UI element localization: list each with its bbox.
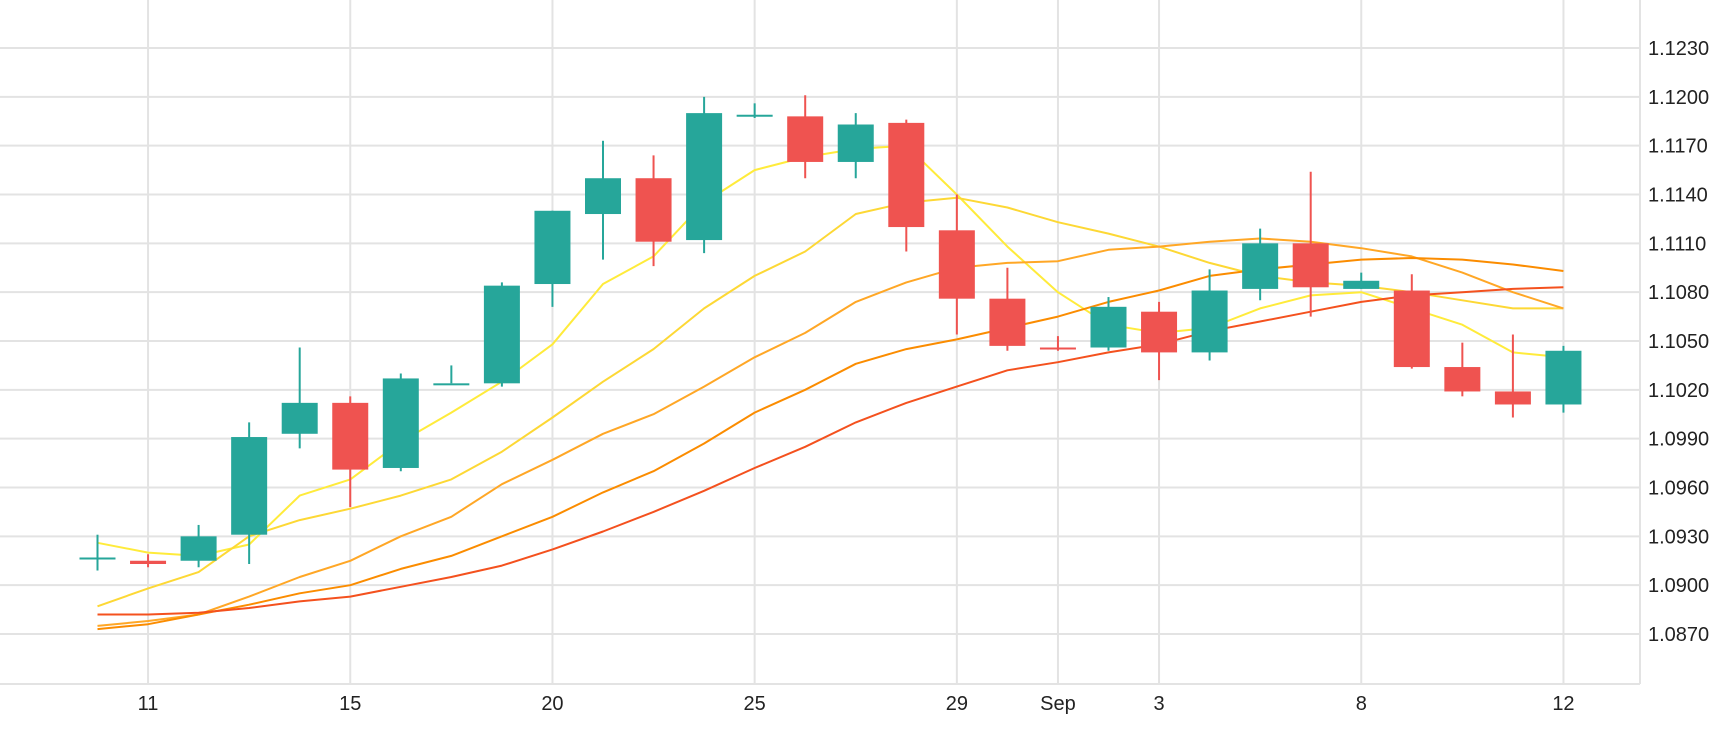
candle-body-down bbox=[332, 402, 369, 470]
candle bbox=[180, 524, 217, 568]
candle-body-down bbox=[130, 560, 167, 565]
candle-body-down bbox=[1494, 391, 1531, 405]
x-axis: 11 15 20 25 29 Sep 3 8 12 bbox=[138, 693, 1575, 715]
candle-body-up bbox=[1545, 350, 1582, 405]
candle bbox=[281, 347, 318, 449]
candle-body-down bbox=[1444, 367, 1481, 392]
candle bbox=[787, 95, 824, 179]
candle-body-up bbox=[1242, 243, 1279, 289]
candle bbox=[1444, 342, 1481, 397]
candle-body-up bbox=[180, 536, 217, 561]
candle bbox=[433, 365, 470, 386]
candle bbox=[534, 210, 571, 307]
candle bbox=[231, 422, 268, 565]
candle bbox=[1191, 269, 1228, 361]
candle-body-down bbox=[989, 298, 1026, 346]
candle-body-down bbox=[635, 178, 672, 242]
candle bbox=[382, 373, 419, 472]
candle-body-up bbox=[231, 437, 268, 535]
y-tick-label: 1.0960 bbox=[1648, 478, 1709, 500]
moving-average-line-1 bbox=[97, 144, 1564, 557]
candle bbox=[483, 282, 520, 387]
y-tick-label: 1.1230 bbox=[1648, 38, 1709, 60]
candle-body-down bbox=[1039, 347, 1076, 350]
candle-body-up bbox=[837, 124, 874, 162]
candle bbox=[837, 113, 874, 179]
y-tick-label: 1.1170 bbox=[1648, 136, 1708, 158]
moving-average-line-3 bbox=[97, 237, 1564, 627]
x-tick-label: 12 bbox=[1552, 693, 1574, 715]
x-tick-label: 8 bbox=[1356, 693, 1367, 715]
y-tick-label: 1.0900 bbox=[1648, 575, 1709, 597]
y-tick-label: 1.0990 bbox=[1648, 429, 1709, 451]
candle-body-up bbox=[433, 383, 470, 386]
candle bbox=[79, 534, 116, 571]
y-tick-label: 1.1020 bbox=[1648, 380, 1709, 402]
candle bbox=[686, 96, 723, 254]
candle-body-up bbox=[79, 557, 116, 560]
candle-body-up bbox=[483, 285, 520, 384]
y-tick-label: 1.1200 bbox=[1648, 87, 1709, 109]
moving-average-line-2 bbox=[97, 196, 1564, 608]
moving-average-line-5 bbox=[97, 286, 1564, 616]
candle-body-up bbox=[686, 113, 723, 241]
candle bbox=[332, 396, 369, 508]
x-tick-label: 11 bbox=[138, 693, 159, 715]
candle-body-up bbox=[534, 210, 571, 285]
candle bbox=[1141, 301, 1178, 381]
moving-average-layer bbox=[97, 144, 1564, 631]
candle-body-down bbox=[787, 116, 824, 162]
x-tick-label: Sep bbox=[1040, 693, 1076, 715]
moving-average-line-4 bbox=[97, 257, 1564, 631]
y-tick-label: 1.1140 bbox=[1648, 185, 1708, 207]
candle-body-up bbox=[1090, 306, 1127, 348]
candle bbox=[736, 103, 773, 118]
candle bbox=[1545, 345, 1582, 413]
candle-body-up bbox=[1191, 290, 1228, 353]
grid-layer bbox=[0, 0, 1641, 685]
candle bbox=[1343, 272, 1380, 289]
candle-body-down bbox=[1393, 290, 1430, 368]
candle bbox=[635, 155, 672, 267]
y-tick-label: 1.1050 bbox=[1648, 331, 1709, 353]
candle bbox=[1393, 274, 1430, 369]
x-tick-label: 15 bbox=[339, 693, 361, 715]
candle bbox=[1039, 336, 1076, 351]
y-tick-label: 1.0870 bbox=[1648, 624, 1709, 646]
x-tick-label: 20 bbox=[541, 693, 563, 715]
candle bbox=[130, 554, 167, 568]
candle-body-up bbox=[1343, 280, 1380, 289]
candle bbox=[989, 267, 1026, 351]
candle-body-up bbox=[736, 114, 773, 117]
y-axis: 1.0870 1.0900 1.0930 1.0960 1.0990 1.1020 1.10… bbox=[1648, 38, 1709, 646]
y-tick-label: 1.0930 bbox=[1648, 526, 1709, 548]
candle bbox=[1242, 228, 1279, 301]
x-tick-label: 3 bbox=[1153, 693, 1164, 715]
candle-body-up bbox=[382, 378, 419, 468]
candle-body-down bbox=[938, 230, 975, 299]
candle bbox=[1494, 334, 1531, 418]
candle-body-down bbox=[1141, 311, 1178, 353]
y-tick-label: 1.1080 bbox=[1648, 282, 1709, 304]
x-tick-label: 29 bbox=[946, 693, 968, 715]
candle-layer bbox=[79, 95, 1582, 571]
candle-body-down bbox=[1292, 243, 1329, 288]
candle bbox=[888, 119, 925, 252]
candle bbox=[938, 194, 975, 335]
y-tick-label: 1.1110 bbox=[1648, 233, 1706, 255]
candle-body-up bbox=[585, 178, 621, 215]
candle bbox=[1090, 297, 1127, 351]
candle-body-up bbox=[281, 402, 318, 434]
candle bbox=[1292, 171, 1329, 317]
candle bbox=[585, 140, 621, 260]
x-tick-label: 25 bbox=[744, 693, 766, 715]
candle-body-down bbox=[888, 122, 925, 228]
